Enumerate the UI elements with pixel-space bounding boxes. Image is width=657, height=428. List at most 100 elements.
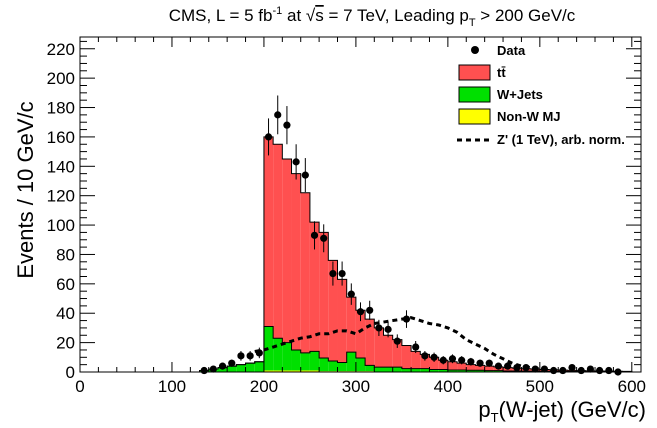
bar-ttbar: [282, 158, 292, 343]
bar-wjets: [447, 369, 458, 372]
bar-wjets: [254, 361, 264, 372]
data-point: [485, 359, 493, 367]
data-point: [504, 362, 512, 370]
y-axis-label: Events / 10 GeV/c: [13, 101, 38, 278]
legend-swatch-nonw: [458, 108, 491, 125]
data-point: [448, 355, 457, 363]
bar-nonw: [282, 370, 292, 372]
legend-label-nonw: Non-W MJ: [497, 109, 561, 124]
x-axis-label: pT(W-jet) (GeV/c): [478, 397, 646, 425]
data-point: [347, 290, 355, 298]
legend-swatch-ttbar: [458, 64, 491, 81]
y-tick-label: 160: [47, 128, 75, 147]
data-point: [540, 365, 549, 373]
bar-wjets: [245, 363, 255, 372]
bar-ttbar: [319, 232, 329, 359]
data-point: [522, 363, 530, 372]
bar-nonw: [291, 370, 301, 372]
bar-wjets: [227, 366, 237, 372]
signal-line: [254, 316, 541, 371]
data-point: [531, 365, 539, 373]
data-point: [375, 324, 383, 332]
bar-ttbar: [392, 339, 402, 368]
data-point: [421, 352, 429, 360]
legend: Data tt̄ W+Jets Non-W MJ Z' (1 TeV), arb…: [457, 43, 625, 147]
bar-wjets: [420, 368, 430, 372]
bar-nonw: [309, 370, 320, 372]
data-point: [301, 171, 309, 179]
bar-wjets: [263, 326, 274, 371]
bar-wjets: [438, 369, 448, 372]
data-point: [209, 365, 217, 373]
data-point: [200, 366, 208, 375]
y-tick-label: 60: [56, 275, 75, 294]
data-point: [467, 358, 475, 366]
x-tick-label: 200: [250, 377, 278, 396]
data-point: [586, 365, 595, 373]
x-tick-label: 600: [618, 377, 646, 396]
bar-ttbar: [466, 364, 476, 371]
bar-ttbar: [346, 297, 356, 353]
bar-nonw: [273, 370, 283, 372]
data-point: [264, 133, 273, 141]
legend-label-data: Data: [497, 43, 526, 58]
legend-label-signal: Z' (1 TeV), arb. norm.: [497, 132, 625, 147]
bar-wjets: [493, 370, 504, 372]
data-point: [412, 343, 420, 351]
bar-nonw: [263, 370, 274, 372]
data-point: [237, 352, 245, 360]
legend-label-ttbar: tt̄: [497, 65, 506, 80]
data-point: [439, 356, 447, 364]
bar-ttbar: [447, 361, 458, 370]
y-tick-label: 140: [47, 157, 75, 176]
y-tick-label: 20: [56, 334, 75, 353]
data-points: [200, 95, 622, 376]
data-point: [393, 337, 401, 345]
x-tick-label: 400: [434, 377, 462, 396]
data-point: [568, 363, 576, 372]
bar-ttbar: [383, 335, 393, 368]
bar-wjets: [365, 365, 375, 372]
legend-label-wjets: W+Jets: [497, 87, 543, 102]
bar-wjets: [282, 342, 292, 371]
x-tick-label: 0: [75, 377, 84, 396]
bar-wjets: [273, 338, 283, 371]
data-point: [430, 353, 438, 361]
y-tick-label: 80: [56, 245, 75, 264]
x-tick-label: 300: [342, 377, 370, 396]
bar-wjets: [217, 367, 228, 372]
data-point: [494, 362, 503, 370]
x-tick-label: 500: [526, 377, 554, 396]
bar-ttbar: [411, 351, 421, 369]
bar-ttbar: [401, 345, 412, 369]
data-point: [292, 158, 300, 166]
data-point: [605, 366, 613, 375]
bar-ttbar: [337, 279, 347, 363]
y-tick-label: 40: [56, 304, 75, 323]
legend-marker-data: [471, 46, 479, 54]
bar-ttbar: [420, 354, 430, 369]
data-point: [218, 362, 227, 370]
bar-ttbar: [475, 365, 485, 371]
data-point: [283, 121, 291, 129]
data-point: [246, 352, 254, 360]
y-tick-label: 180: [47, 99, 75, 118]
bar-ttbar: [328, 260, 338, 361]
bar-ttbar: [291, 173, 301, 350]
bar-ttbar: [355, 310, 366, 359]
data-point: [329, 269, 337, 278]
data-point: [255, 349, 263, 357]
data-point: [338, 269, 346, 278]
plot-frame: [79, 36, 642, 373]
bar-ttbar: [438, 360, 448, 370]
bar-ttbar: [484, 366, 494, 371]
data-point: [228, 359, 236, 367]
y-tick-label: 0: [66, 363, 75, 382]
data-point: [402, 315, 411, 323]
stacked-histogram: [80, 136, 633, 373]
data-point: [320, 234, 328, 242]
bar-ttbar: [457, 363, 467, 370]
bar-ttbar: [273, 144, 283, 339]
data-point: [596, 366, 604, 375]
bar-wjets: [319, 358, 329, 372]
